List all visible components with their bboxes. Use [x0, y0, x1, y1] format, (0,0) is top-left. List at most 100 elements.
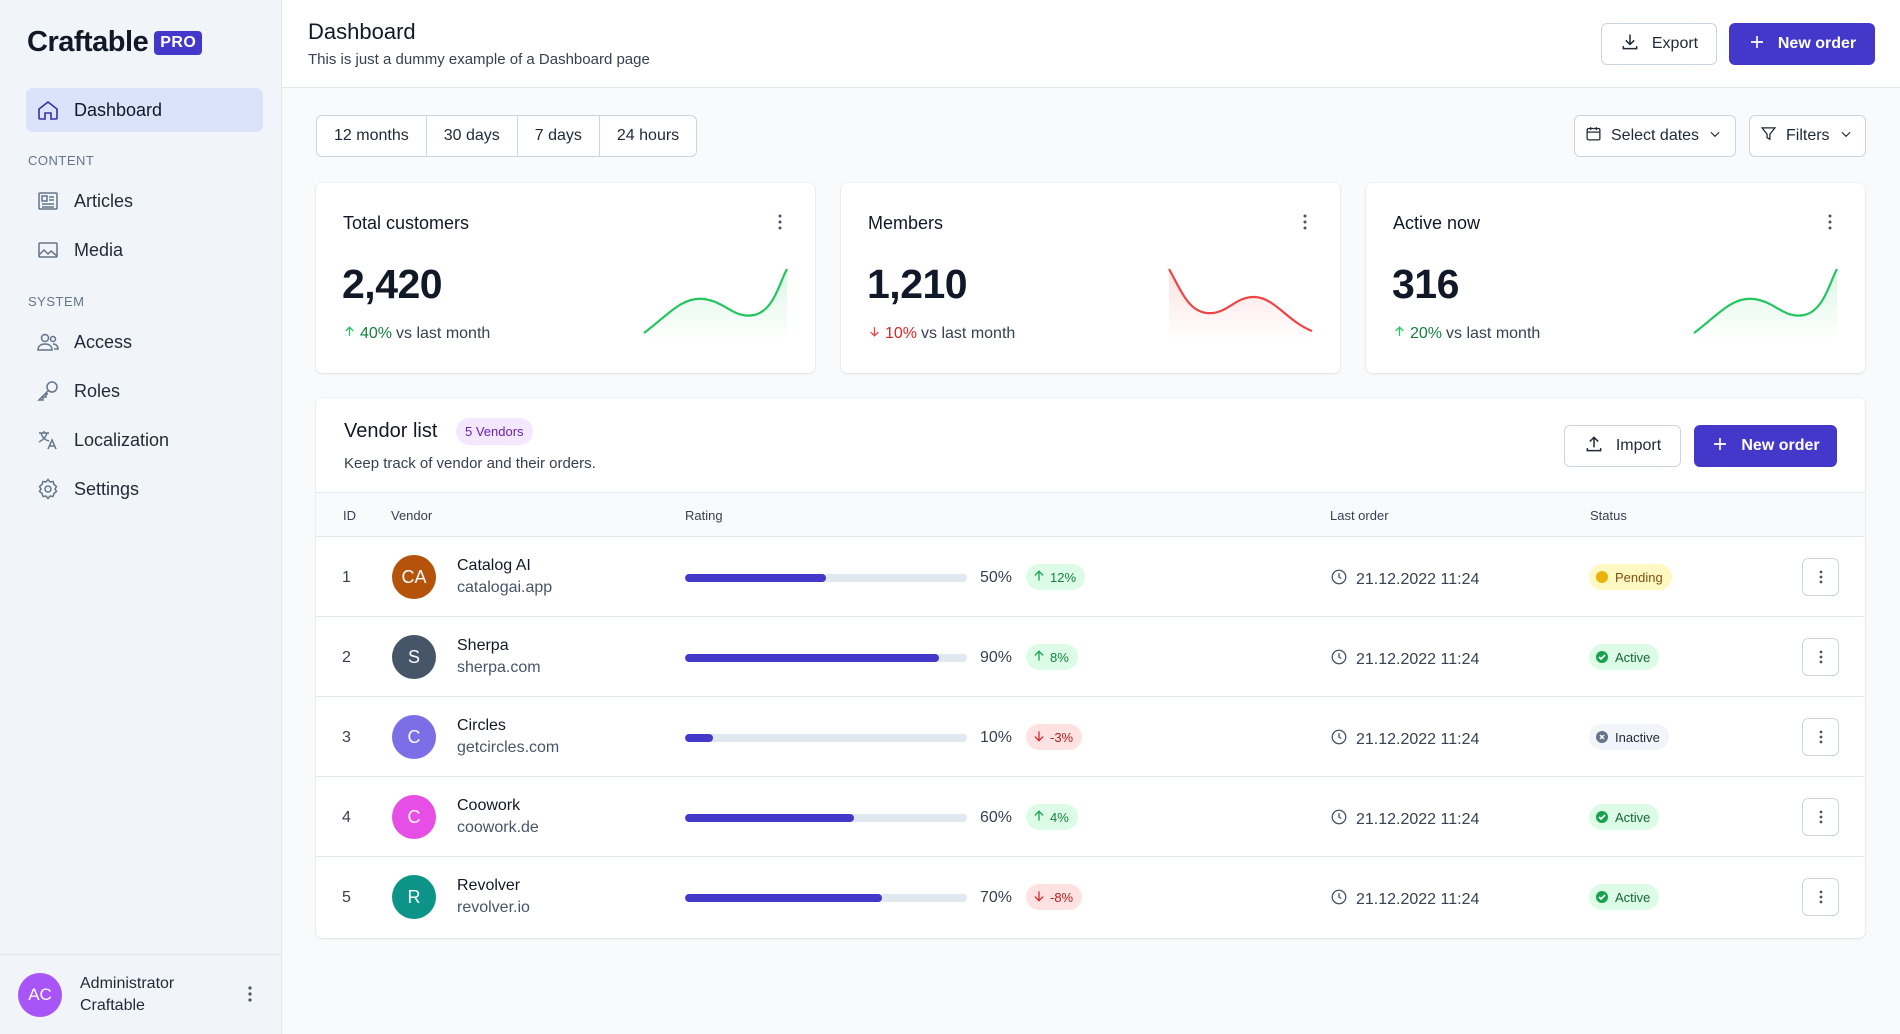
range-24-hours[interactable]: 24 hours	[616, 127, 680, 144]
vendor-name[interactable]: Sherpa	[457, 637, 509, 654]
row-actions-button[interactable]	[1802, 638, 1839, 676]
vendor-new-order-button[interactable]: New order	[1694, 425, 1837, 467]
plus-icon	[1711, 435, 1729, 458]
vendor-name[interactable]: Revolver	[457, 877, 521, 894]
users-icon	[36, 330, 60, 354]
filter-icon	[1760, 125, 1777, 147]
table-row[interactable]: 2 S Sherpa sherpa.com 90% 8% 21.12.2022 …	[316, 617, 1865, 697]
sparkline-chart	[1168, 268, 1313, 341]
range-30-days[interactable]: 30 days	[427, 116, 518, 156]
sparkline-area	[1169, 269, 1312, 341]
sidebar-item-articles[interactable]: Articles	[26, 179, 263, 223]
rating-change-badge: 12%	[1026, 564, 1086, 590]
vendor-id: 2	[342, 649, 351, 666]
sidebar-item-label: Media	[74, 239, 124, 260]
select-dates-label: Select dates	[1611, 127, 1700, 144]
page-header: Dashboard This is just a dummy example o…	[282, 0, 1900, 88]
column-header-status[interactable]: Status	[1590, 508, 1627, 523]
sidebar-item-localization[interactable]: Localization	[26, 418, 263, 462]
gear-icon	[36, 477, 60, 501]
sidebar-item-media[interactable]: Media	[26, 228, 263, 272]
vendor-avatar: R	[392, 875, 436, 919]
row-actions-button[interactable]	[1802, 878, 1839, 916]
page-subtitle: This is just a dummy example of a Dashbo…	[308, 51, 650, 68]
column-header-last-order[interactable]: Last order	[1330, 508, 1389, 523]
more-vertical-icon[interactable]	[777, 213, 783, 236]
sidebar-item-settings[interactable]: Settings	[26, 467, 263, 511]
table-row[interactable]: 3 C Circles getcircles.com 10% -3% 21.12…	[316, 697, 1865, 777]
sidebar-item-dashboard[interactable]: Dashboard	[26, 88, 263, 132]
more-vertical-icon	[1819, 890, 1822, 904]
table-row[interactable]: 5 R Revolver revolver.io 70% -8% 21.12.2…	[316, 857, 1865, 937]
home-icon	[36, 98, 60, 122]
plus-icon	[1748, 33, 1766, 56]
status-icon	[1596, 651, 1608, 663]
import-button[interactable]: Import	[1564, 425, 1681, 467]
rating-progress-bar	[685, 814, 967, 822]
new-order-button[interactable]: New order	[1729, 23, 1875, 65]
status-icon	[1596, 731, 1608, 743]
vendor-avatar: CA	[392, 555, 436, 599]
translate-icon	[36, 428, 60, 452]
rating-change-value: 4%	[1050, 809, 1069, 825]
image-icon	[36, 238, 60, 262]
table-row[interactable]: 1 CA Catalog AI catalogai.app 50% 12% 21…	[316, 537, 1865, 617]
sidebar-item-label: Localization	[74, 429, 170, 450]
table-body: 1 CA Catalog AI catalogai.app 50% 12% 21…	[316, 537, 1865, 938]
vendor-name[interactable]: Catalog AI	[457, 557, 531, 574]
new-order-label: New order	[1741, 437, 1820, 454]
export-button[interactable]: Export	[1601, 23, 1717, 65]
more-vertical-icon[interactable]	[1827, 213, 1833, 236]
stat-card-trend: 20% vs last month	[1393, 325, 1540, 343]
vendor-name[interactable]: Coowork	[457, 797, 521, 814]
stat-card-value: 316	[1392, 261, 1459, 307]
status-badge: Active	[1589, 644, 1660, 670]
rating-progress-bar	[685, 894, 967, 902]
arrow-up-icon	[1032, 809, 1046, 826]
row-actions-button[interactable]	[1802, 718, 1839, 756]
sidebar-item-access[interactable]: Access	[26, 320, 263, 364]
stat-card-trend: 40% vs last month	[343, 325, 490, 343]
sidebar-item-roles[interactable]: Roles	[26, 369, 263, 413]
import-label: Import	[1615, 437, 1662, 454]
row-actions-button[interactable]	[1802, 558, 1839, 596]
rating-change-badge: -3%	[1026, 724, 1083, 750]
arrow-up-icon	[1393, 325, 1406, 343]
export-label: Export	[1651, 35, 1699, 52]
stat-card-change: 20%	[1410, 325, 1443, 342]
status-icon	[1596, 811, 1608, 823]
more-vertical-icon[interactable]	[247, 985, 253, 1008]
clock-icon	[1330, 568, 1348, 591]
clock-icon	[1330, 648, 1348, 671]
status-badge: Active	[1589, 804, 1660, 830]
last-order: 21.12.2022 11:24	[1330, 568, 1479, 591]
stat-card-change: 40%	[360, 325, 393, 342]
table-row[interactable]: 4 C Coowork coowork.de 60% 4% 21.12.2022…	[316, 777, 1865, 857]
sidebar-item-label: Settings	[74, 478, 140, 499]
sparkline-area	[1694, 269, 1837, 341]
brand-logo[interactable]: Craftable PRO	[27, 26, 203, 59]
sidebar-section-system: SYSTEM	[28, 294, 85, 309]
select-dates-dropdown[interactable]: Select dates	[1574, 115, 1736, 157]
more-vertical-icon	[1819, 570, 1822, 584]
rating-change-badge: 4%	[1026, 804, 1078, 830]
sidebar-item-label: Articles	[74, 190, 134, 211]
sparkline-line	[643, 268, 788, 334]
vendor-avatar: C	[392, 795, 436, 839]
column-header-vendor[interactable]: Vendor	[391, 508, 433, 523]
vendor-list-card: Vendor list 5 Vendors Keep track of vend…	[316, 398, 1865, 938]
vendor-name[interactable]: Circles	[457, 717, 506, 734]
filters-dropdown[interactable]: Filters	[1749, 115, 1866, 157]
more-vertical-icon[interactable]	[1302, 213, 1308, 236]
column-header-rating[interactable]: Rating	[685, 508, 723, 523]
user-profile[interactable]: AC Administrator Craftable	[0, 954, 281, 1034]
row-actions-button[interactable]	[1802, 798, 1839, 836]
sparkline-area	[644, 269, 787, 341]
stat-card-trend: 10% vs last month	[868, 325, 1015, 343]
status-badge: Pending	[1589, 564, 1672, 590]
column-header-id[interactable]: ID	[343, 508, 356, 523]
stat-card: Active now 316 20% vs last month	[1366, 183, 1865, 373]
range-12-months[interactable]: 12 months	[317, 116, 427, 156]
range-7-days[interactable]: 7 days	[518, 116, 600, 156]
sparkline-line	[1693, 268, 1838, 334]
